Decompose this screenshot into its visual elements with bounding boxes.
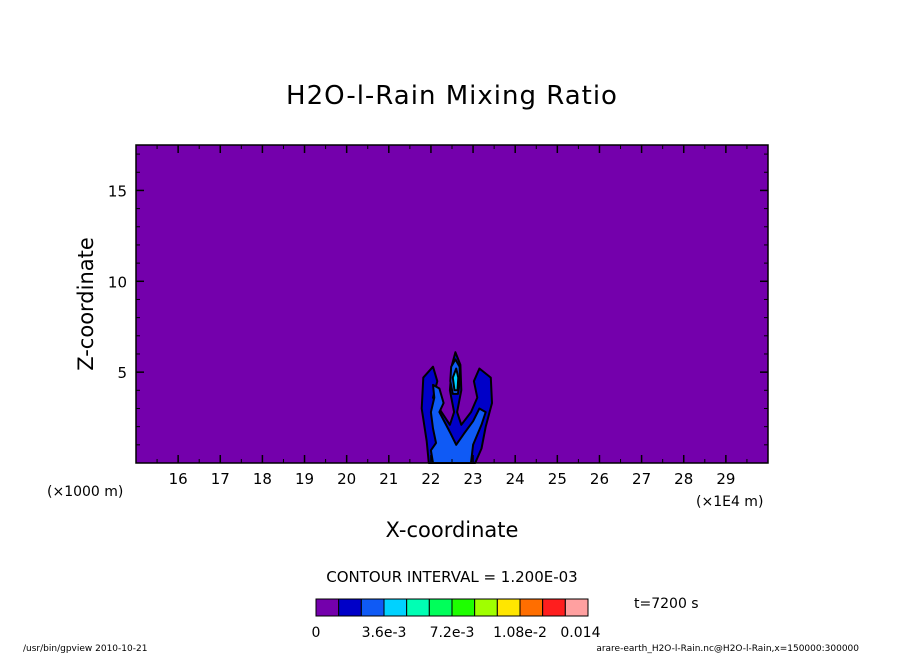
colorbar-swatch-9 bbox=[519, 598, 544, 617]
x-tick-label-28: 28 bbox=[674, 470, 693, 488]
x-tick-label-23: 23 bbox=[464, 470, 483, 488]
y-tick-label-10: 10 bbox=[108, 273, 127, 291]
x-tick-label-18: 18 bbox=[253, 470, 272, 488]
colorbar-swatch-11 bbox=[564, 598, 589, 617]
x-tick-label-16: 16 bbox=[169, 470, 188, 488]
y-tick-label-15: 15 bbox=[108, 182, 127, 200]
colorbar-label-1: 3.6e-3 bbox=[362, 625, 407, 641]
colorbar-label-4: 0.014 bbox=[560, 625, 600, 641]
x-unit-right: (×1E4 m) bbox=[696, 494, 763, 510]
x-tick-label-29: 29 bbox=[716, 470, 735, 488]
colorbar-swatch-5 bbox=[428, 598, 453, 617]
x-tick-label-25: 25 bbox=[548, 470, 567, 488]
contour-interval-text: CONTOUR INTERVAL = 1.200E-03 bbox=[326, 568, 577, 586]
x-unit-left: (×1000 m) bbox=[47, 484, 123, 500]
footer-left: /usr/bin/gpview 2010-10-21 bbox=[23, 644, 147, 654]
x-tick-label-22: 22 bbox=[421, 470, 440, 488]
colorbar-label-0: 0 bbox=[312, 625, 321, 641]
colorbar-swatch-1 bbox=[338, 598, 362, 617]
footer-right: arare-earth_H2O-l-Rain.nc@H2O-l-Rain,x=1… bbox=[596, 644, 859, 654]
time-label: t=7200 s bbox=[634, 596, 699, 612]
colorbar-swatch-2 bbox=[360, 598, 385, 617]
colorbar-swatch-0 bbox=[315, 598, 340, 617]
chart-title: H2O-l-Rain Mixing Ratio bbox=[286, 81, 618, 111]
x-tick-label-24: 24 bbox=[506, 470, 525, 488]
y-tick-label-5: 5 bbox=[117, 364, 127, 382]
plot-area: 16 17 18 19 20 21 22 23 24 25 26 27 28 29 5 10 15 bbox=[108, 144, 769, 488]
colorbar-swatch-4 bbox=[406, 598, 430, 617]
colorbar: 0 3.6e-3 7.2e-3 1.08e-2 0.014 bbox=[312, 598, 601, 641]
colorbar-swatch-3 bbox=[383, 598, 408, 617]
colorbar-swatch-8 bbox=[496, 598, 521, 617]
y-axis-label: Z-coordinate bbox=[74, 237, 98, 371]
colorbar-swatch-6 bbox=[451, 598, 476, 617]
colorbar-swatch-10 bbox=[542, 598, 566, 617]
contour-level-2 bbox=[429, 383, 487, 464]
field-background bbox=[136, 145, 768, 463]
x-axis-label: X-coordinate bbox=[386, 518, 519, 542]
x-tick-label-17: 17 bbox=[211, 470, 230, 488]
x-tick-label-20: 20 bbox=[337, 470, 356, 488]
x-tick-label-19: 19 bbox=[295, 470, 314, 488]
colorbar-swatch-7 bbox=[474, 598, 498, 617]
colorbar-label-2: 7.2e-3 bbox=[430, 625, 475, 641]
x-tick-label-21: 21 bbox=[379, 470, 398, 488]
colorbar-label-3: 1.08e-2 bbox=[493, 625, 547, 641]
x-tick-label-26: 26 bbox=[590, 470, 609, 488]
x-tick-label-27: 27 bbox=[632, 470, 651, 488]
contour-level-3 bbox=[451, 367, 460, 392]
